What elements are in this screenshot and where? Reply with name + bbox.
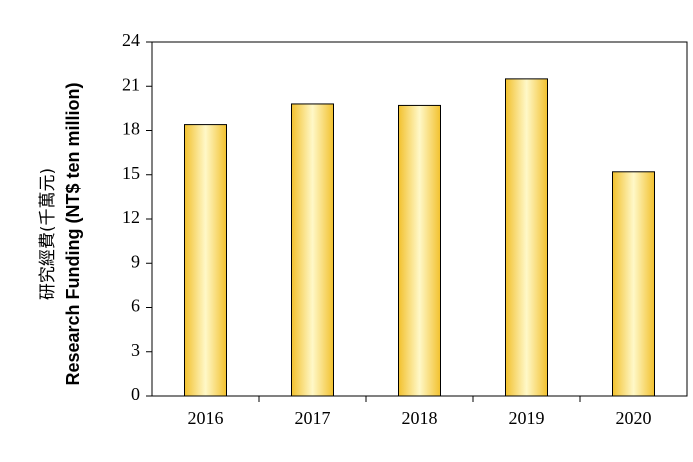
y-tick-label: 6 [131,296,140,316]
bar [184,124,227,397]
y-tick-label: 12 [122,207,140,227]
x-tick-label: 2017 [295,408,331,428]
y-tick-label: 21 [122,74,140,94]
x-tick-label: 2020 [616,408,652,428]
y-tick-label: 18 [122,119,140,139]
y-tick-label: 24 [122,30,140,50]
bar [505,78,548,397]
bar [612,171,655,397]
x-tick-label: 2019 [509,408,545,428]
x-tick-label: 2018 [402,408,438,428]
y-tick-label: 15 [122,163,140,183]
y-axis-title: 研究經費(千萬元) [38,168,58,300]
bar [291,103,334,397]
y-tick-label: 9 [131,251,140,271]
y-tick-label: 0 [131,384,140,404]
y-axis-title: Research Funding (NT$ ten million) [63,82,83,385]
bar [398,104,441,397]
x-tick-label: 2016 [188,408,224,428]
y-tick-label: 3 [131,340,140,360]
